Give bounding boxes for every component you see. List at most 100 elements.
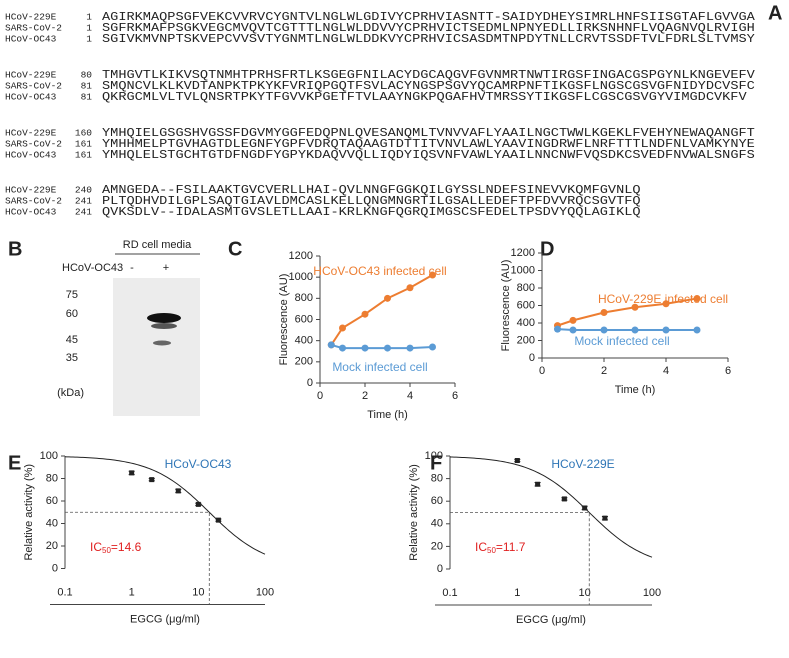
ic50-sub: 50 <box>102 546 111 555</box>
ic50-text: IC <box>475 540 487 554</box>
series-label: HCoV-229E <box>551 457 614 471</box>
x-tick-label: 0.1 <box>57 586 72 598</box>
y-tick-label: 0 <box>437 563 443 575</box>
data-point <box>215 517 221 523</box>
data-point <box>384 344 391 352</box>
sequence: QVKSDLV--IDALASMTGVSLETLLAAI-KRLKNGFQGRQ… <box>102 205 641 219</box>
data-point <box>582 505 588 511</box>
seq-start: 241 <box>75 196 92 207</box>
y-tick-label: 1200 <box>289 250 313 262</box>
y-tick-label: 0 <box>529 352 535 364</box>
x-tick-label: 2 <box>601 365 607 377</box>
x-tick-label: 1 <box>514 587 520 599</box>
blot-band <box>153 340 171 346</box>
y-tick-label: 20 <box>431 540 443 552</box>
seq-name: SARS-CoV-2 <box>5 81 62 92</box>
seq-name: HCoV-229E <box>5 12 57 23</box>
y-axis-label: Fluorescence (AU) <box>500 260 512 352</box>
series-label: Mock infected cell <box>574 334 669 348</box>
seq-start: 80 <box>81 70 93 81</box>
y-axis-label: Fluorescence (AU) <box>278 274 290 366</box>
x-tick-label: 0 <box>539 365 545 377</box>
data-point <box>561 496 567 502</box>
sequence: YMHQLELSTGCHTGTDFNGDFYGPYKDAQVVQLLIQDYIQ… <box>102 148 755 162</box>
seq-name: HCoV-OC43 <box>5 92 57 103</box>
seq-name: HCoV-229E <box>5 70 57 81</box>
y-tick-label: 80 <box>46 472 58 484</box>
seq-start: 161 <box>75 150 92 161</box>
lane-label: + <box>163 262 169 274</box>
sequence: YMHQIELGSGSHVGSSFDGVMYGGFEDQPNLQVESANQML… <box>102 126 755 140</box>
fit-curve <box>449 456 653 558</box>
blot-band <box>151 323 177 329</box>
y-tick-label: 60 <box>431 495 443 507</box>
data-point <box>693 326 701 334</box>
ic50-text: IC <box>90 540 102 554</box>
data-point <box>600 326 608 334</box>
seq-name: HCoV-229E <box>5 185 57 196</box>
y-tick-label: 100 <box>425 450 443 462</box>
data-point <box>339 344 346 352</box>
seq-name: HCoV-OC43 <box>5 150 57 161</box>
y-tick-label: 600 <box>295 313 313 325</box>
series-label: HCoV-229E infected cell <box>598 292 728 306</box>
y-tick-label: 20 <box>46 540 58 552</box>
data-point <box>602 515 608 521</box>
data-point <box>631 326 639 334</box>
data-point <box>514 458 520 464</box>
seq-start: 81 <box>81 81 93 92</box>
seq-name: SARS-CoV-2 <box>5 139 62 150</box>
x-axis-label: Time (h) <box>615 384 656 396</box>
sequence: AGIRKMAQPSGFVEKCVVRVCYGNTVLNGLWLGDIVYCPR… <box>102 10 756 24</box>
panel-letter: E <box>8 452 21 474</box>
seq-start: 240 <box>75 185 92 196</box>
sequence: QKRGCMLVLTVLQNSRTPKYTFGVVKPGETFTVLAAYNGK… <box>102 90 748 104</box>
y-tick-label: 100 <box>40 450 58 462</box>
y-tick-label: 0 <box>307 377 313 389</box>
seq-start: 1 <box>86 12 92 23</box>
data-point <box>406 344 414 352</box>
data-point <box>631 303 639 311</box>
marker: 75 <box>66 289 78 301</box>
data-point <box>569 316 577 324</box>
x-tick-label: 1 <box>129 586 135 598</box>
marker-unit: (kDa) <box>57 387 84 399</box>
x-tick-label: 4 <box>407 390 413 402</box>
x-tick-label: 4 <box>663 365 669 377</box>
data-point <box>662 326 670 334</box>
seq-start: 160 <box>75 128 92 139</box>
x-tick-label: 6 <box>725 365 731 377</box>
data-point <box>384 294 391 302</box>
fit-curve <box>64 456 266 555</box>
blot-header: RD cell media <box>123 239 192 251</box>
data-point <box>406 284 414 292</box>
x-axis-label: EGCG (μg/ml) <box>516 614 586 626</box>
data-point <box>429 343 436 351</box>
data-point <box>361 344 369 352</box>
data-point <box>554 325 561 333</box>
data-point <box>662 300 670 308</box>
y-tick-label: 1200 <box>511 247 535 259</box>
ic50-value: =14.6 <box>111 540 142 554</box>
y-tick-label: 200 <box>517 334 535 346</box>
y-tick-label: 40 <box>46 517 58 529</box>
series-line <box>330 343 433 350</box>
ic50-guide <box>450 512 590 605</box>
y-axis-label: Relative activity (%) <box>23 464 35 561</box>
marker: 35 <box>66 352 78 364</box>
data-point <box>361 310 369 318</box>
y-tick-label: 200 <box>295 356 313 368</box>
seq-start: 1 <box>86 34 92 45</box>
x-tick-label: 0 <box>317 390 323 402</box>
y-tick-label: 1000 <box>289 271 313 283</box>
panel-letter: D <box>540 238 554 260</box>
x-tick-label: 100 <box>643 587 661 599</box>
marker: 60 <box>66 308 78 320</box>
seq-name: HCoV-OC43 <box>5 34 57 45</box>
data-point <box>600 309 608 316</box>
x-tick-label: 2 <box>362 390 368 402</box>
seq-start: 161 <box>75 139 92 150</box>
y-tick-label: 800 <box>295 292 313 304</box>
seq-name: SARS-CoV-2 <box>5 196 62 207</box>
